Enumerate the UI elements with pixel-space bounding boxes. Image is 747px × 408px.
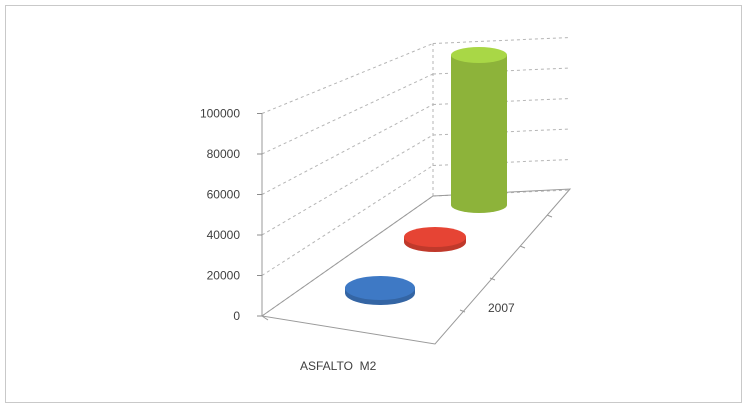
y-tick-label: 40000 (207, 228, 241, 242)
bar-top (451, 47, 507, 63)
floor-outline (260, 188, 572, 345)
side-wall-gridline (261, 43, 434, 114)
bars (345, 47, 507, 305)
floor-tick (489, 277, 496, 281)
y-tick-label: 0 (233, 309, 240, 323)
x-category-label: ASFALTO M2 (300, 359, 377, 373)
floor-tick (459, 309, 466, 313)
depth-category-label: 2007 (488, 301, 515, 315)
back-wall-gridline (432, 37, 571, 44)
bar-2 (404, 227, 466, 252)
floor-tick (261, 315, 269, 321)
floor-tick (546, 214, 553, 218)
floor-tick (519, 245, 526, 249)
grid-lines (260, 37, 572, 345)
bar-top (345, 276, 415, 300)
side-wall-gridline (261, 165, 434, 276)
y-tick-label: 80000 (207, 147, 241, 161)
y-axis-ticks: 0 20000 40000 60000 80000 100000 (200, 107, 262, 323)
side-wall-gridline (261, 73, 434, 155)
bar-3 (451, 47, 507, 213)
side-wall-gridline (261, 104, 434, 195)
bar-1 (345, 276, 415, 305)
y-tick-label: 20000 (207, 269, 241, 283)
y-tick-label: 100000 (200, 107, 240, 121)
bar-side (451, 55, 507, 213)
bar-top (404, 227, 466, 247)
category-labels: ASFALTO M2 2007 (300, 301, 515, 373)
y-tick-label: 60000 (207, 188, 241, 202)
